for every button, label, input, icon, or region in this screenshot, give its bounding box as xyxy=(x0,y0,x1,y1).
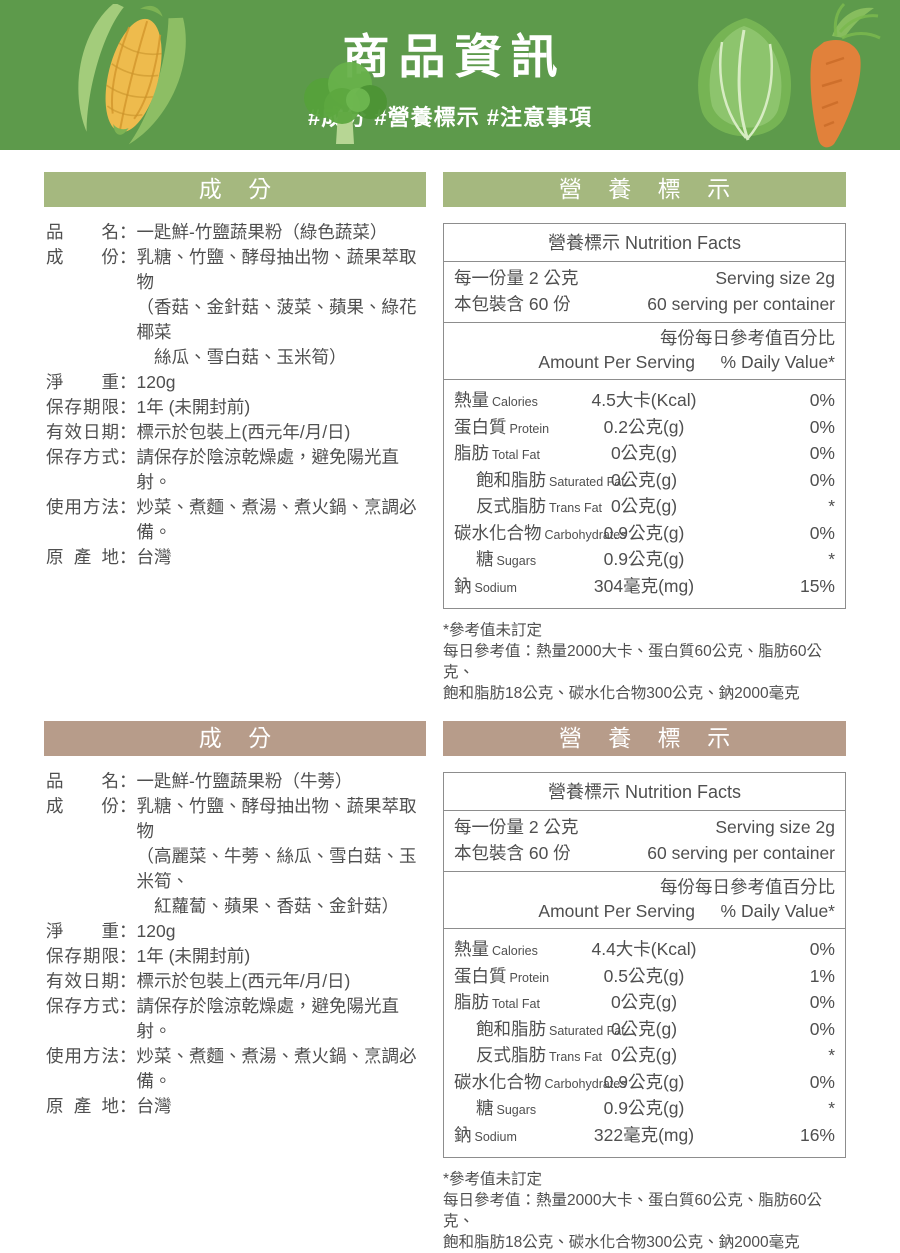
nutrition-column: 營 養 標 示 營養標示 Nutrition Facts 每一份量 2 公克 S… xyxy=(443,172,846,704)
nutrition-row-protein: 蛋白質 Protein 0.5公克(g) 1% xyxy=(454,965,835,986)
col-amount-zh: 每份 xyxy=(660,877,695,897)
col-dv-en: % Daily Value* xyxy=(720,901,835,921)
nutrition-row-carbohydrates: 碳水化合物 Carbohydrates 0.9公克(g) 0% xyxy=(454,522,835,543)
banner-hashtags: #成分 #營養標示 #注意事項 xyxy=(308,105,592,130)
servings-per-container-zh: 本包裝含 60 份 xyxy=(454,294,571,314)
row-net-weight: 淨重： 120g xyxy=(46,921,176,941)
nutrition-row-sodium: 鈉 Sodium 322毫克(mg) 16% xyxy=(454,1124,835,1145)
nutrition-row-sodium: 鈉 Sodium 304毫克(mg) 15% xyxy=(454,575,835,596)
nutrient-rows: 熱量 Calories 4.5大卡(Kcal) 0% 蛋白質 Protein 0.2… xyxy=(444,380,845,608)
nutrition-row-saturated-fat: 飽和脂肪 Saturated Fat 0公克(g) 0% xyxy=(476,469,835,490)
column-headers: 每份 每日參考值百分比 Amount Per Serving % Daily V… xyxy=(444,323,845,380)
nutrition-row-sugars: 糖 Sugars 0.9公克(g) * xyxy=(476,549,835,569)
nutrition-row-saturated-fat: 飽和脂肪 Saturated Fat 0公克(g) 0% xyxy=(476,1018,835,1039)
serving-size-zh: 每一份量 2 公克 xyxy=(454,268,579,288)
nutrition-header: 營 養 標 示 xyxy=(443,721,846,756)
col-dv-zh: 每日參考值百分比 xyxy=(695,328,835,348)
serving-size-en: Serving size 2g xyxy=(715,268,835,288)
row-usage: 使用方法： 炒菜、煮麵、煮湯、煮火鍋、烹調必備。 xyxy=(46,497,417,542)
ingredients-header: 成 分 xyxy=(44,172,426,207)
row-storage-method: 保存方式： 請保存於陰涼乾燥處，避免陽光直射。 xyxy=(46,996,399,1041)
row-shelf-life: 保存期限： 1年 (未開封前) xyxy=(46,946,251,966)
ingredients-header: 成 分 xyxy=(44,721,426,756)
nutrition-row-protein: 蛋白質 Protein 0.2公克(g) 0% xyxy=(454,416,835,437)
servings-per-container-en: 60 serving per container xyxy=(647,294,835,314)
row-ingredients: 成份： 乳糖、竹鹽、酵母抽出物、蔬果萃取物 （高麗菜、牛蒡、絲瓜、雪白菇、玉米筍… xyxy=(46,796,417,916)
product-section-green-vegetables: 成 分 品名： 一匙鮮-竹鹽蔬果粉（綠色蔬菜） 成份： 乳糖、竹鹽、酵母抽出物、… xyxy=(44,172,856,704)
product-section-burdock: 成 分 品名： 一匙鮮-竹鹽蔬果粉（牛蒡） 成份： 乳糖、竹鹽、酵母抽出物、蔬果… xyxy=(44,721,856,1253)
row-expiry-date: 有效日期： 標示於包裝上(西元年/月/日) xyxy=(46,422,351,442)
nutrition-facts-table: 營養標示 Nutrition Facts 每一份量 2 公克 Serving s… xyxy=(443,223,846,609)
col-amount-en: Amount Per Serving xyxy=(538,901,695,921)
row-net-weight: 淨重： 120g xyxy=(46,372,176,392)
footnote-daily-values: 每日參考值：熱量2000大卡、蛋白質60公克、脂肪60公克、 飽和脂肪18公克、… xyxy=(443,643,822,702)
footnote-daily-values: 每日參考值：熱量2000大卡、蛋白質60公克、脂肪60公克、 飽和脂肪18公克、… xyxy=(443,1192,822,1251)
servings-per-container-zh: 本包裝含 60 份 xyxy=(454,843,571,863)
nutrition-footnote: *參考值未訂定 每日參考值：熱量2000大卡、蛋白質60公克、脂肪60公克、 飽… xyxy=(443,1169,846,1253)
nutrition-row-sugars: 糖 Sugars 0.9公克(g) * xyxy=(476,1098,835,1118)
serving-info: 每一份量 2 公克 Serving size 2g 本包裝含 60 份 60 s… xyxy=(444,262,845,323)
nutrition-row-calories: 熱量 Calories 4.5大卡(Kcal) 0% xyxy=(454,390,835,410)
row-product-name: 品名： 一匙鮮-竹鹽蔬果粉（牛蒡） xyxy=(46,771,353,791)
nutrition-facts-title: 營養標示 Nutrition Facts xyxy=(444,224,845,262)
nutrient-rows: 熱量 Calories 4.4大卡(Kcal) 0% 蛋白質 Protein 0.5… xyxy=(444,929,845,1157)
row-shelf-life: 保存期限： 1年 (未開封前) xyxy=(46,397,251,417)
footnote-reference-note: *參考值未訂定 xyxy=(443,1171,543,1188)
nutrition-row-trans-fat: 反式脂肪 Trans Fat 0公克(g) * xyxy=(476,496,835,516)
serving-size-zh: 每一份量 2 公克 xyxy=(454,817,579,837)
nutrition-footnote: *參考值未訂定 每日參考值：熱量2000大卡、蛋白質60公克、脂肪60公克、 飽… xyxy=(443,620,846,704)
row-origin: 原產地： 台灣 xyxy=(46,547,172,567)
page-title: 商品資訊 xyxy=(342,30,567,83)
col-dv-en: % Daily Value* xyxy=(720,352,835,372)
ingredients-list: 品名： 一匙鮮-竹鹽蔬果粉（綠色蔬菜） 成份： 乳糖、竹鹽、酵母抽出物、蔬果萃取… xyxy=(44,207,426,570)
nutrition-header: 營 養 標 示 xyxy=(443,172,846,207)
ingredients-column: 成 分 品名： 一匙鮮-竹鹽蔬果粉（綠色蔬菜） 成份： 乳糖、竹鹽、酵母抽出物、… xyxy=(44,172,426,570)
nutrition-row-trans-fat: 反式脂肪 Trans Fat 0公克(g) * xyxy=(476,1045,835,1065)
col-amount-zh: 每份 xyxy=(660,328,695,348)
nutrition-row-total-fat: 脂肪 Total Fat 0公克(g) 0% xyxy=(454,443,835,463)
col-amount-en: Amount Per Serving xyxy=(538,352,695,372)
row-storage-method: 保存方式： 請保存於陰涼乾燥處，避免陽光直射。 xyxy=(46,447,399,492)
row-origin: 原產地： 台灣 xyxy=(46,1096,172,1116)
row-usage: 使用方法： 炒菜、煮麵、煮湯、煮火鍋、烹調必備。 xyxy=(46,1046,417,1091)
row-product-name: 品名： 一匙鮮-竹鹽蔬果粉（綠色蔬菜） xyxy=(46,222,388,242)
nutrition-facts-title: 營養標示 Nutrition Facts xyxy=(444,773,845,811)
main-content: 成 分 品名： 一匙鮮-竹鹽蔬果粉（綠色蔬菜） 成份： 乳糖、竹鹽、酵母抽出物、… xyxy=(0,150,900,1253)
ingredients-list: 品名： 一匙鮮-竹鹽蔬果粉（牛蒡） 成份： 乳糖、竹鹽、酵母抽出物、蔬果萃取物 … xyxy=(44,756,426,1119)
nutrition-row-carbohydrates: 碳水化合物 Carbohydrates 0.9公克(g) 0% xyxy=(454,1071,835,1092)
column-headers: 每份 每日參考值百分比 Amount Per Serving % Daily V… xyxy=(444,872,845,929)
servings-per-container-en: 60 serving per container xyxy=(647,843,835,863)
footnote-reference-note: *參考值未訂定 xyxy=(443,622,543,639)
nutrition-row-calories: 熱量 Calories 4.4大卡(Kcal) 0% xyxy=(454,939,835,959)
nutrition-row-total-fat: 脂肪 Total Fat 0公克(g) 0% xyxy=(454,992,835,1012)
row-ingredients: 成份： 乳糖、竹鹽、酵母抽出物、蔬果萃取物 （香菇、金針菇、菠菜、蘋果、綠花椰菜… xyxy=(46,247,417,367)
nutrition-facts-table: 營養標示 Nutrition Facts 每一份量 2 公克 Serving s… xyxy=(443,772,846,1158)
serving-size-en: Serving size 2g xyxy=(715,817,835,837)
row-expiry-date: 有效日期： 標示於包裝上(西元年/月/日) xyxy=(46,971,351,991)
serving-info: 每一份量 2 公克 Serving size 2g 本包裝含 60 份 60 s… xyxy=(444,811,845,872)
ingredients-column: 成 分 品名： 一匙鮮-竹鹽蔬果粉（牛蒡） 成份： 乳糖、竹鹽、酵母抽出物、蔬果… xyxy=(44,721,426,1119)
banner: 商品資訊 #成分 #營養標示 #注意事項 xyxy=(0,0,900,150)
col-dv-zh: 每日參考值百分比 xyxy=(695,877,835,897)
nutrition-column: 營 養 標 示 營養標示 Nutrition Facts 每一份量 2 公克 S… xyxy=(443,721,846,1253)
